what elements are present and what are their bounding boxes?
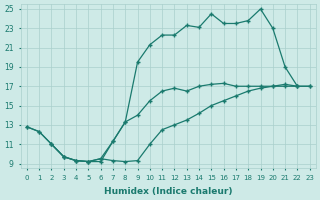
X-axis label: Humidex (Indice chaleur): Humidex (Indice chaleur) <box>104 187 233 196</box>
